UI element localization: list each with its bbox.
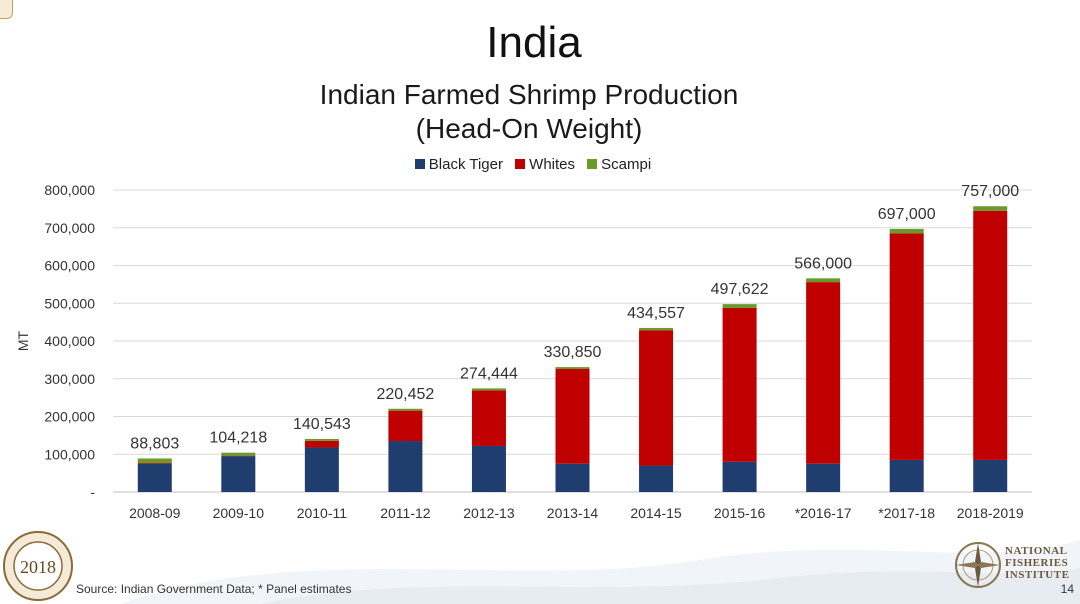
y-tick-label: 800,000 [44, 182, 95, 198]
bar-total-label: 104,218 [209, 430, 267, 447]
x-tick-label: *2017-18 [878, 505, 935, 521]
bar-whites [555, 368, 590, 464]
bar-whites [304, 440, 339, 448]
nfi-compass-icon [955, 542, 1001, 588]
bar-black-tiger [639, 465, 674, 492]
legend-label-black-tiger: Black Tiger [428, 156, 503, 173]
nfi-logo-line-1: NATIONAL [1005, 545, 1068, 557]
legend-item-scampi: Scampi [587, 156, 651, 173]
bar-black-tiger [304, 447, 339, 492]
y-tick-label: 200,000 [44, 409, 95, 425]
legend-item-black-tiger: Black Tiger [414, 156, 503, 173]
x-tick-label: *2016-17 [795, 505, 852, 521]
source-note: Source: Indian Government Data; * Panel … [76, 582, 352, 596]
bar-scampi [973, 206, 1008, 211]
chart-title: Indian Farmed Shrimp Production (Head-On… [0, 78, 1058, 146]
bar-total-label: 330,850 [544, 344, 602, 361]
chart-legend: Black Tiger Whites Scampi [0, 156, 1066, 173]
conference-seal-logo: 2018 [3, 531, 73, 601]
bar-scampi [388, 408, 423, 411]
bar-scampi [304, 438, 339, 441]
chart-title-line-1: Indian Farmed Shrimp Production [319, 79, 739, 110]
bar-total-label: 497,622 [711, 281, 769, 298]
bar-black-tiger [471, 445, 506, 492]
bar-whites [889, 233, 924, 460]
bar-total-label: 434,557 [627, 305, 685, 322]
x-tick-label: 2010-11 [297, 505, 348, 521]
bar-whites [806, 282, 841, 464]
y-axis-title: MT [15, 330, 31, 351]
y-tick-label: 100,000 [44, 446, 95, 462]
page-title: India [486, 18, 582, 67]
bar-total-label: 220,452 [376, 386, 434, 403]
x-tick-label: 2011-12 [380, 505, 431, 521]
bar-scampi [555, 367, 590, 369]
page-number: 14 [1060, 582, 1074, 596]
bar-whites [471, 390, 506, 446]
bar-whites [973, 210, 1008, 460]
bar-black-tiger [722, 461, 757, 492]
bar-scampi [889, 228, 924, 234]
bar-black-tiger [889, 459, 924, 492]
x-tick-label: 2012-13 [463, 505, 515, 521]
bar-scampi [221, 452, 256, 456]
bar-whites [388, 410, 423, 442]
bar-black-tiger [973, 459, 1008, 492]
x-tick-label: 2009-10 [213, 505, 265, 521]
y-tick-label: 700,000 [44, 220, 95, 236]
bar-total-label: 274,444 [460, 365, 518, 382]
y-tick-label: 600,000 [44, 258, 95, 274]
seal-year: 2018 [20, 557, 56, 577]
nfi-logo-line-3: INSTITUTE [1005, 569, 1070, 581]
bar-scampi [722, 304, 757, 308]
bar-total-label: 566,000 [794, 255, 852, 272]
bar-scampi [806, 278, 841, 283]
wave-decoration [120, 540, 1080, 604]
y-tick-label: - [90, 484, 95, 500]
bar-scampi [471, 388, 506, 391]
bar-total-label: 757,000 [961, 183, 1019, 200]
nfi-logo-line-2: FISHERIES [1005, 557, 1069, 569]
x-tick-label: 2014-15 [630, 505, 682, 521]
legend-item-whites: Whites [515, 156, 575, 173]
x-tick-label: 2008-09 [129, 505, 181, 521]
legend-swatch-black-tiger [414, 159, 425, 169]
chart-title-line-2: (Head-On Weight) [415, 113, 643, 144]
y-tick-label: 300,000 [44, 371, 95, 387]
bar-scampi [639, 327, 674, 331]
bar-total-label: 140,543 [293, 416, 351, 433]
bar-total-label: 88,803 [130, 435, 179, 452]
legend-swatch-scampi [587, 159, 598, 169]
y-tick-label: 400,000 [44, 333, 95, 349]
x-tick-label: 2018-2019 [957, 505, 1024, 521]
bar-total-label: 697,000 [878, 206, 936, 223]
corner-mark [0, 0, 13, 19]
legend-label-whites: Whites [529, 156, 575, 173]
bar-whites [639, 330, 674, 466]
bar-scampi [137, 458, 172, 464]
y-tick-label: 500,000 [44, 295, 95, 311]
bar-black-tiger [221, 456, 256, 492]
bar-black-tiger [555, 463, 590, 492]
legend-swatch-whites [515, 159, 526, 169]
bar-whites [137, 463, 172, 464]
x-tick-label: 2013-14 [547, 505, 599, 521]
x-tick-label: 2015-16 [714, 505, 766, 521]
bar-black-tiger [137, 463, 172, 492]
legend-label-scampi: Scampi [601, 156, 652, 173]
bar-whites [722, 307, 757, 462]
bar-black-tiger [388, 441, 423, 492]
bar-black-tiger [806, 463, 841, 492]
nfi-logo-text: NATIONAL FISHERIES INSTITUTE [1005, 545, 1069, 581]
